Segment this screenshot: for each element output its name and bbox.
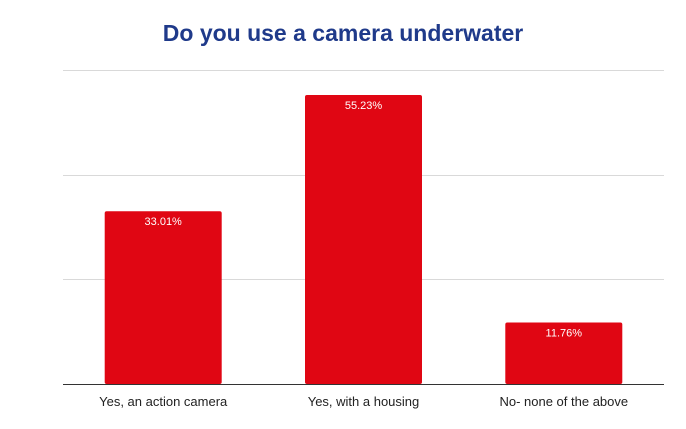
x-tick-label-3: No- none of the above (499, 394, 628, 409)
data-label-2: 55.23% (345, 100, 383, 112)
bar-3 (505, 322, 623, 384)
chart-title: Do you use a camera underwater (162, 20, 524, 46)
data-label-1: 33.01% (145, 216, 183, 228)
bar-1 (104, 211, 222, 384)
data-label-3: 11.76% (546, 328, 583, 340)
x-tick-label-2: Yes, with a housing (308, 394, 420, 409)
x-tick-label-1: Yes, an action camera (99, 394, 228, 409)
bar-2 (305, 95, 422, 384)
